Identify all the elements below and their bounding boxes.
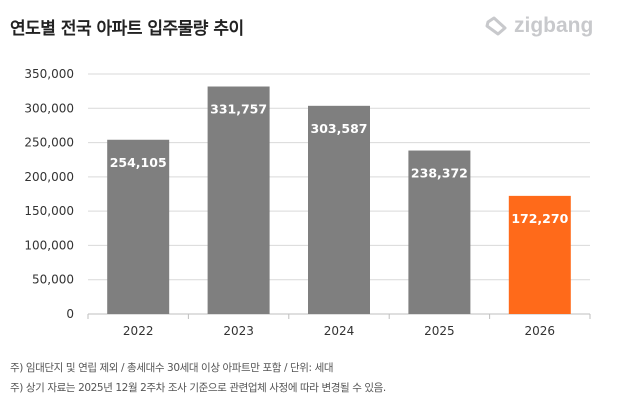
y-tick-label: 300,000	[24, 101, 74, 115]
zigbang-logo-icon	[485, 16, 507, 36]
footnotes: 주) 임대단지 및 연립 제외 / 총세대수 30세대 이상 아파트만 포함 /…	[10, 358, 386, 398]
data-label: 254,105	[110, 155, 167, 170]
x-tick-label: 2026	[525, 324, 556, 338]
y-tick-label: 0	[66, 307, 74, 321]
footnote: 주) 상기 자료는 2025년 12월 2주차 조사 기준으로 관련업체 사정에…	[10, 382, 386, 394]
bar	[107, 139, 170, 314]
bar	[408, 150, 471, 314]
y-tick-label: 50,000	[32, 273, 74, 287]
bar-chart: 0 50,000 100,000 150,000 200,000 250,000 300,0…	[24, 67, 591, 338]
x-tick-label: 2025	[424, 324, 455, 338]
bar	[207, 86, 270, 314]
x-tick-label: 2024	[324, 324, 355, 338]
y-tick-label: 350,000	[24, 67, 74, 81]
data-label: 238,372	[411, 166, 468, 181]
data-label: 303,587	[311, 121, 368, 136]
chart-title: 연도별 전국 아파트 입주물량 추이	[10, 19, 244, 39]
y-tick-label: 250,000	[24, 136, 74, 150]
x-tick-label: 2022	[123, 324, 154, 338]
y-tick-label: 100,000	[24, 238, 74, 252]
logo-text: zigbang	[514, 14, 594, 37]
bar	[308, 105, 370, 315]
y-tick-label: 200,000	[24, 170, 74, 184]
bar	[508, 195, 571, 314]
y-tick-label: 150,000	[24, 204, 74, 218]
data-label: 331,757	[210, 102, 267, 117]
footnote: 주) 임대단지 및 연립 제외 / 총세대수 30세대 이상 아파트만 포함 /…	[10, 362, 334, 374]
zigbang-logo: zigbang	[484, 14, 593, 38]
x-tick-label: 2023	[223, 324, 254, 338]
data-label: 172,270	[511, 211, 568, 226]
